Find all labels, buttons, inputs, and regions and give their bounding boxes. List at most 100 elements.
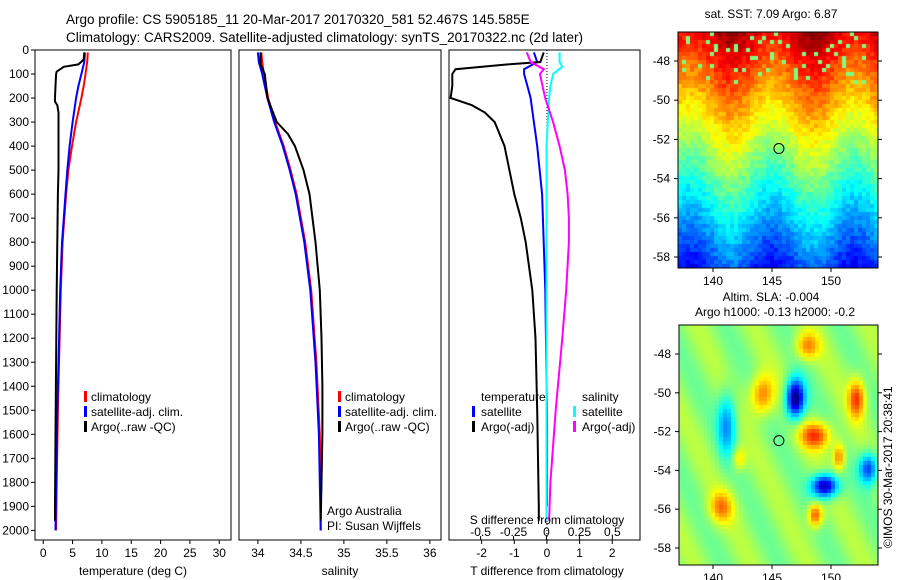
y-tick-label: 1000 bbox=[2, 283, 29, 297]
x-tick-label: 15 bbox=[125, 546, 139, 560]
difference-legend: temperature satellite Argo(-adj) salinit… bbox=[472, 390, 635, 434]
legend-swatch-t-argo bbox=[472, 421, 475, 432]
legend-swatch-satellite bbox=[338, 406, 341, 417]
plot-frame bbox=[448, 49, 641, 541]
lat-tick-label: -48 bbox=[654, 347, 672, 361]
difference-panel: -2 -1 0 1 2 -0.5 -0.25 0 0.25 0.5 bbox=[448, 49, 641, 560]
y-tick-label: 1100 bbox=[3, 307, 29, 321]
series-line-s-satellite bbox=[545, 52, 564, 521]
s-x-tick-label: 0 bbox=[543, 525, 550, 539]
y-tick-label: 1300 bbox=[2, 355, 29, 369]
y-tick-label: 700 bbox=[9, 211, 29, 225]
x-tick-label: 30 bbox=[213, 546, 227, 560]
figure-title-line2: Climatology: CARS2009. Satellite-adjuste… bbox=[66, 30, 583, 45]
map-frame bbox=[677, 31, 879, 269]
x-tick-label: 10 bbox=[95, 546, 109, 560]
sla-map-title-line2: Argo h1000: -0.13 h2000: -0.2 bbox=[695, 305, 855, 319]
sst-map-title: sat. SST: 7.09 Argo: 6.87 bbox=[705, 7, 838, 21]
y-tick-label: 1700 bbox=[2, 451, 29, 465]
y-tick-label: 300 bbox=[9, 115, 29, 129]
y-tick-label: 1900 bbox=[2, 499, 29, 513]
lat-tick-label: -52 bbox=[653, 132, 671, 146]
x-tick-label: 35.5 bbox=[375, 546, 399, 560]
salinity-legend: climatology satellite-adj. clim. Argo(..… bbox=[338, 390, 437, 434]
legend-label: climatology bbox=[345, 390, 405, 404]
lat-tick-label: -48 bbox=[653, 54, 671, 68]
tdiff-xlabel: T difference from climatology bbox=[470, 564, 624, 578]
sla-heatmap bbox=[679, 325, 878, 565]
lon-tick-label: 145 bbox=[762, 274, 782, 288]
map-frame bbox=[678, 324, 879, 566]
lon-tick-label: 150 bbox=[821, 571, 841, 580]
s-x-tick-label: -0.25 bbox=[500, 525, 528, 539]
salinity-panel: 34 34.5 35 35.5 36 bbox=[238, 49, 442, 560]
y-tick-label: 600 bbox=[9, 187, 29, 201]
lat-tick-label: -50 bbox=[654, 386, 672, 400]
series-line-satellite-adj-clim- bbox=[54, 52, 86, 531]
y-tick-label: 800 bbox=[9, 235, 29, 249]
series-line-climatology bbox=[260, 52, 322, 531]
lon-tick-label: 140 bbox=[703, 571, 723, 580]
lat-tick-label: -50 bbox=[653, 93, 671, 107]
sla-map-axes: 140 145 150 -48 -50 -52 -54 -56 -58 bbox=[654, 324, 882, 580]
s-x-tick-label: -0.5 bbox=[470, 525, 491, 539]
temperature-xlabel: temperature (deg C) bbox=[79, 564, 187, 578]
plot-frame bbox=[34, 49, 232, 541]
x-tick-label: 0 bbox=[40, 546, 47, 560]
argo-australia-annotation: Argo Australia bbox=[327, 504, 402, 518]
legend-swatch-argo bbox=[338, 421, 341, 432]
legend-label: satellite-adj. clim. bbox=[91, 405, 183, 419]
argo-position-marker bbox=[773, 435, 785, 447]
y-tick-label: 900 bbox=[9, 259, 29, 273]
y-tick-label: 1500 bbox=[2, 403, 29, 417]
series-line-t-satellite bbox=[523, 52, 548, 507]
legend-label: Argo(..raw -QC) bbox=[345, 420, 430, 434]
s-x-tick-label: 0.5 bbox=[604, 525, 621, 539]
lon-tick-label: 140 bbox=[703, 274, 723, 288]
series-line-argo bbox=[259, 52, 324, 521]
lat-tick-label: -54 bbox=[654, 463, 672, 477]
temperature-legend: climatology satellite-adj. clim. Argo(..… bbox=[84, 390, 183, 434]
x-tick-label: 36 bbox=[423, 546, 437, 560]
lat-tick-label: -58 bbox=[654, 541, 672, 555]
x-tick-label: 34.5 bbox=[289, 546, 313, 560]
legend-label: satellite-adj. clim. bbox=[345, 405, 437, 419]
legend-swatch-satellite bbox=[84, 406, 87, 417]
sst-map-axes: 140 145 150 -48 -50 -52 -54 -56 -58 bbox=[653, 31, 882, 288]
lat-tick-label: -54 bbox=[653, 172, 671, 186]
sst-heatmap bbox=[678, 32, 878, 268]
x-tick-label: -1 bbox=[509, 546, 520, 560]
y-tick-label: 100 bbox=[9, 67, 29, 81]
y-tick-label: 0 bbox=[22, 43, 29, 57]
legend-label: satellite bbox=[481, 405, 522, 419]
x-tick-label: 2 bbox=[609, 546, 616, 560]
y-tick-label: 500 bbox=[9, 163, 29, 177]
y-tick-label: 200 bbox=[9, 91, 29, 105]
legend-swatch-s-satellite bbox=[573, 406, 576, 417]
legend-label: Argo(..raw -QC) bbox=[91, 420, 176, 434]
x-tick-label: 5 bbox=[69, 546, 76, 560]
lat-tick-label: -56 bbox=[654, 502, 672, 516]
series-line-s-argo-adj- bbox=[525, 52, 570, 521]
argo-position-marker bbox=[773, 143, 785, 155]
x-tick-label: 35 bbox=[337, 546, 351, 560]
y-tick-label: 1400 bbox=[2, 379, 29, 393]
y-tick-label: 1200 bbox=[2, 331, 29, 345]
legend-title-salinity: salinity bbox=[582, 390, 619, 404]
x-tick-label: 25 bbox=[183, 546, 197, 560]
pi-annotation: PI: Susan Wijffels bbox=[327, 519, 421, 533]
x-tick-label: 1 bbox=[576, 546, 583, 560]
plot-frame bbox=[238, 49, 442, 541]
legend-label: satellite bbox=[582, 405, 623, 419]
y-tick-label: 1600 bbox=[2, 427, 29, 441]
y-tick-label: 2000 bbox=[2, 523, 29, 537]
legend-label: Argo(-adj) bbox=[481, 420, 534, 434]
series-line-satellite-adj-clim- bbox=[256, 52, 322, 531]
legend-label: Argo(-adj) bbox=[582, 420, 635, 434]
lon-tick-label: 150 bbox=[821, 274, 841, 288]
figure-title-line1: Argo profile: CS 5905185_11 20-Mar-2017 … bbox=[66, 12, 530, 27]
s-x-tick-label: 0.25 bbox=[568, 525, 592, 539]
x-tick-label: 20 bbox=[154, 546, 168, 560]
x-tick-label: -2 bbox=[476, 546, 487, 560]
series-line-argo bbox=[54, 52, 86, 521]
